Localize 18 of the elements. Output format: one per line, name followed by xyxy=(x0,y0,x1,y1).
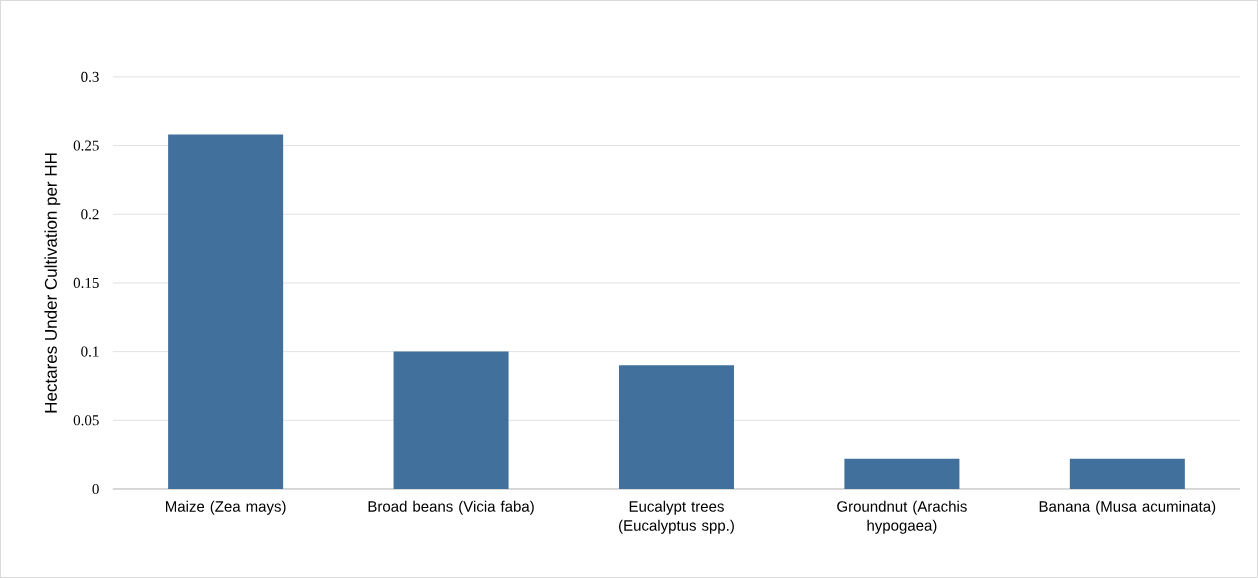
y-tick-label: 0.15 xyxy=(73,277,99,289)
y-tick-label: 0 xyxy=(92,483,99,495)
y-tick-label: 0.25 xyxy=(73,140,99,151)
y-axis-title: Hectares Under Cultivation per HH xyxy=(44,153,61,413)
x-tick-label: Banana (Musa acuminata) xyxy=(1039,500,1216,515)
bar xyxy=(393,351,509,490)
x-tick-label: Eucalypt trees (Eucalyptus spp.) xyxy=(619,500,734,534)
y-tick-label: 0.05 xyxy=(73,415,99,426)
y-tick-label: 0.3 xyxy=(81,71,99,83)
y-tick-label: 0.2 xyxy=(81,209,99,220)
bar xyxy=(844,458,960,490)
bar xyxy=(1069,458,1185,490)
bar xyxy=(618,365,734,490)
x-tick-label: Maize (Zea mays) xyxy=(166,500,286,515)
x-tick-label: Groundnut (Arachis hypogaea) xyxy=(837,500,967,534)
y-tick-label: 0.1 xyxy=(81,346,99,357)
x-tick-label: Broad beans (Vicia faba) xyxy=(368,500,534,515)
bar xyxy=(168,134,284,490)
